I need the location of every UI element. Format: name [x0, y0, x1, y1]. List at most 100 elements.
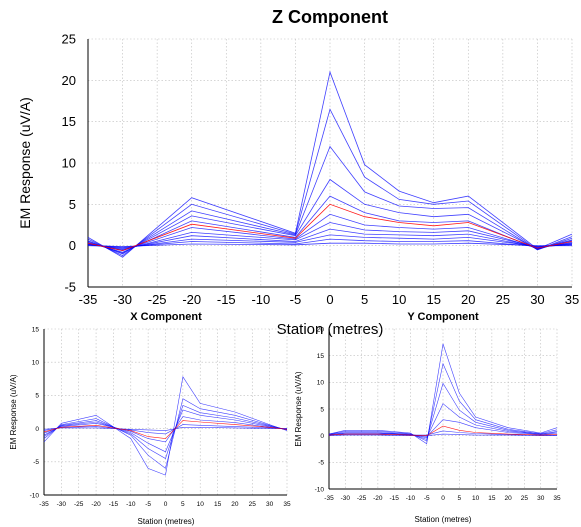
x-tick-label: -15	[217, 292, 236, 307]
chart-1: -35 -30 -25 -20 -15 -10 -5 0 5 10 15 20 25 30 35 -10 -5 0…	[9, 311, 291, 526]
series-line-6	[328, 430, 557, 436]
series-line-2	[43, 404, 288, 459]
y-tick-label: 0	[69, 238, 76, 253]
y-tick-label: -5	[318, 460, 324, 467]
x-tick-label: 10	[197, 501, 205, 508]
series-line-3	[87, 178, 573, 254]
x-tick-label: -5	[424, 495, 430, 502]
x-tick-label: 0	[164, 501, 168, 508]
y-tick-label: -10	[30, 492, 40, 499]
y-tick-label: 10	[317, 380, 325, 387]
y-tick-label: 15	[62, 114, 76, 129]
series-line-10	[87, 238, 573, 248]
x-tick-label: 35	[553, 495, 561, 502]
x-tick-label: -35	[39, 501, 49, 508]
x-tick-label: 5	[181, 501, 185, 508]
x-tick-label: -15	[389, 495, 399, 502]
y-tick-label: 5	[69, 197, 76, 212]
series-line-6	[43, 424, 288, 435]
series-line-7	[87, 222, 573, 251]
series-line-8	[87, 228, 573, 250]
y-tick-label: 10	[62, 156, 76, 171]
chart-title: Y Component	[407, 311, 479, 323]
x-tick-label: 30	[537, 495, 545, 502]
x-tick-label: 20	[231, 501, 239, 508]
x-tick-label: -30	[113, 292, 132, 307]
x-tick-label: 25	[249, 501, 257, 508]
y-tick-label: -10	[315, 486, 325, 493]
x-tick-label: 20	[461, 292, 475, 307]
series-line-5	[87, 203, 573, 252]
chart-title: Z Component	[272, 7, 388, 27]
y-tick-label: 15	[317, 353, 325, 360]
x-tick-label: -35	[79, 292, 98, 307]
y-tick-label: -5	[64, 280, 76, 295]
y-tick-label: 20	[62, 73, 76, 88]
x-tick-label: -5	[290, 292, 302, 307]
series-line-5	[43, 420, 288, 439]
y-tick-label: 5	[320, 406, 324, 413]
y-axis-label: EM Response (uV/A)	[17, 97, 33, 229]
x-tick-label: -35	[324, 495, 334, 502]
x-tick-label: -25	[148, 292, 167, 307]
series-line-3	[43, 409, 288, 453]
x-tick-label: -25	[74, 501, 84, 508]
x-tick-label: -5	[145, 501, 151, 508]
x-tick-label: -30	[341, 495, 351, 502]
y-axis-label: EM Response (uV/A)	[294, 371, 303, 446]
x-tick-label: 15	[426, 292, 440, 307]
x-tick-label: -25	[357, 495, 367, 502]
series-line-0	[87, 70, 573, 258]
y-tick-label: -5	[33, 459, 39, 466]
series-line-1	[43, 398, 288, 469]
x-tick-label: 0	[441, 495, 445, 502]
y-tick-label: 0	[320, 433, 324, 440]
x-axis-label: Station (metres)	[277, 321, 384, 338]
series-line-9	[87, 234, 573, 249]
x-tick-label: 35	[283, 501, 291, 508]
x-tick-label: -10	[251, 292, 270, 307]
x-tick-label: 5	[361, 292, 368, 307]
y-axis-label: EM Response (uV/A)	[9, 374, 18, 449]
x-tick-label: -10	[126, 501, 136, 508]
series-line-4	[87, 195, 573, 253]
x-tick-label: 5	[457, 495, 461, 502]
y-tick-label: 0	[35, 426, 39, 433]
chart-2: -35 -30 -25 -20 -15 -10 -5 0 5 10 15 20 25 30 35 -10 -5 0…	[294, 311, 561, 524]
x-tick-label: -30	[57, 501, 67, 508]
x-tick-label: -20	[373, 495, 383, 502]
x-tick-label: -20	[91, 501, 101, 508]
series-line-4	[328, 419, 558, 438]
series-line-1	[328, 362, 558, 442]
y-tick-label: 20	[317, 326, 325, 333]
x-axis-label: Station (metres)	[138, 517, 195, 526]
x-tick-label: 15	[214, 501, 222, 508]
x-tick-label: 30	[530, 292, 544, 307]
x-tick-label: 35	[565, 292, 579, 307]
series-line-2	[87, 145, 573, 255]
y-tick-label: 10	[32, 359, 40, 366]
series-line-3	[328, 403, 558, 439]
series-line-0	[328, 343, 558, 445]
series-line-2	[328, 382, 558, 440]
x-tick-label: 10	[392, 292, 406, 307]
chart-title: X Component	[130, 311, 202, 323]
series-line-0	[43, 375, 288, 476]
x-axis-label: Station (metres)	[415, 515, 472, 524]
x-tick-label: 25	[521, 495, 529, 502]
y-tick-label: 25	[62, 32, 76, 47]
x-tick-label: -20	[182, 292, 201, 307]
chart-0: -35 -30 -25 -20 -15 -10 -5 0 5 10 15 20 25 30 35 -5 0 5 10…	[17, 7, 579, 338]
series-line-11	[87, 242, 572, 247]
x-tick-label: -10	[406, 495, 416, 502]
x-tick-label: 25	[496, 292, 510, 307]
x-tick-label: 0	[326, 292, 333, 307]
y-tick-label: 15	[32, 326, 40, 333]
series-line-1	[87, 108, 573, 257]
series-line-5	[328, 425, 558, 437]
series-line-7	[43, 426, 287, 431]
x-tick-label: 15	[488, 495, 496, 502]
x-tick-label: 10	[472, 495, 480, 502]
series-line-7	[328, 433, 557, 437]
